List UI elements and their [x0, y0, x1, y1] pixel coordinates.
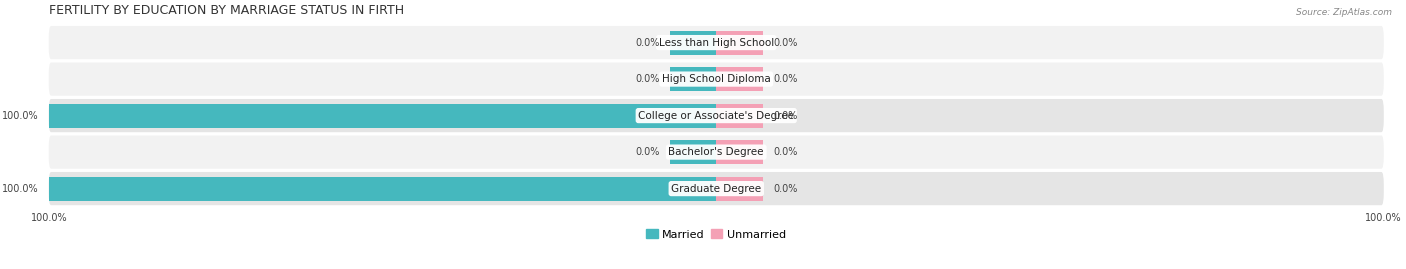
Text: 0.0%: 0.0%	[773, 74, 797, 84]
FancyBboxPatch shape	[49, 26, 1384, 59]
FancyBboxPatch shape	[49, 172, 1384, 205]
Text: 100.0%: 100.0%	[3, 111, 39, 121]
Bar	[716, 67, 763, 91]
Bar	[669, 140, 716, 164]
Bar	[716, 140, 763, 164]
Text: 0.0%: 0.0%	[773, 184, 797, 194]
FancyBboxPatch shape	[49, 62, 1384, 96]
Text: FERTILITY BY EDUCATION BY MARRIAGE STATUS IN FIRTH: FERTILITY BY EDUCATION BY MARRIAGE STATU…	[49, 4, 404, 17]
Text: Source: ZipAtlas.com: Source: ZipAtlas.com	[1296, 8, 1392, 17]
Text: 0.0%: 0.0%	[636, 147, 659, 157]
Text: 0.0%: 0.0%	[636, 38, 659, 48]
Bar	[716, 30, 763, 55]
Text: 0.0%: 0.0%	[636, 74, 659, 84]
Bar	[669, 67, 716, 91]
Text: 0.0%: 0.0%	[773, 38, 797, 48]
Text: Bachelor's Degree: Bachelor's Degree	[668, 147, 763, 157]
Bar	[716, 176, 763, 201]
Bar	[716, 104, 763, 128]
Text: 0.0%: 0.0%	[773, 147, 797, 157]
FancyBboxPatch shape	[49, 136, 1384, 169]
Bar	[49, 176, 716, 201]
Text: 100.0%: 100.0%	[3, 184, 39, 194]
Text: High School Diploma: High School Diploma	[662, 74, 770, 84]
Text: College or Associate's Degree: College or Associate's Degree	[638, 111, 794, 121]
Text: 0.0%: 0.0%	[773, 111, 797, 121]
Text: Less than High School: Less than High School	[658, 38, 773, 48]
Bar	[49, 104, 716, 128]
FancyBboxPatch shape	[49, 99, 1384, 132]
Bar	[669, 30, 716, 55]
Text: Graduate Degree: Graduate Degree	[671, 184, 761, 194]
Legend: Married, Unmarried: Married, Unmarried	[643, 225, 790, 244]
